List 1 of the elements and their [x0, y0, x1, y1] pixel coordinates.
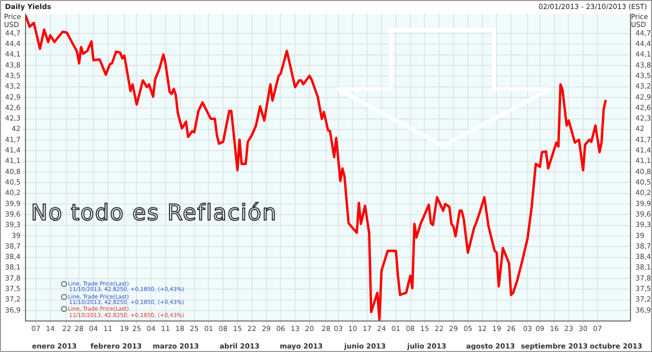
annotation: No todo es Reflación: [31, 201, 278, 226]
